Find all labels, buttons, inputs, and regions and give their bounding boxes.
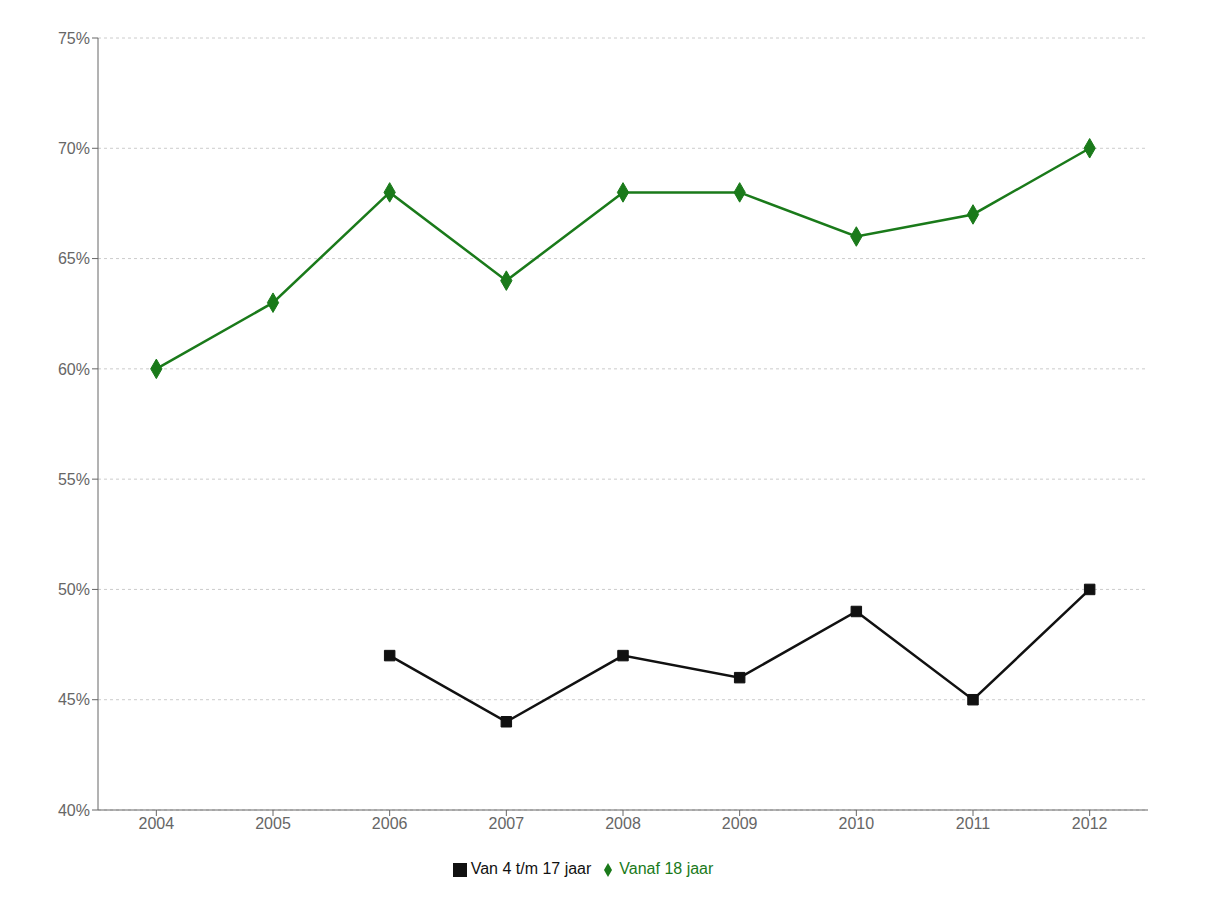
svg-text:2011: 2011 [956, 815, 991, 832]
svg-text:2004: 2004 [139, 815, 175, 832]
svg-text:75%: 75% [58, 30, 90, 47]
svg-text:65%: 65% [58, 250, 90, 267]
svg-text:55%: 55% [58, 471, 90, 488]
svg-text:2012: 2012 [1072, 815, 1108, 832]
svg-text:60%: 60% [58, 361, 90, 378]
html-text:Van 4 t/m 17 jaar: Van 4 t/m 17 jaar [470, 860, 592, 877]
html-text:Vanaf 18 jaar: Vanaf 18 jaar [619, 860, 714, 877]
svg-text:40%: 40% [58, 802, 90, 819]
svg-text:2010: 2010 [839, 815, 875, 832]
svg-text:50%: 50% [58, 581, 90, 598]
svg-text:2008: 2008 [605, 815, 641, 832]
svg-text:2007: 2007 [489, 815, 525, 832]
svg-text:70%: 70% [58, 140, 90, 157]
svg-text:2006: 2006 [372, 815, 408, 832]
svg-text:2009: 2009 [722, 815, 758, 832]
svg-text:45%: 45% [58, 691, 90, 708]
svg-text:2005: 2005 [255, 815, 291, 832]
